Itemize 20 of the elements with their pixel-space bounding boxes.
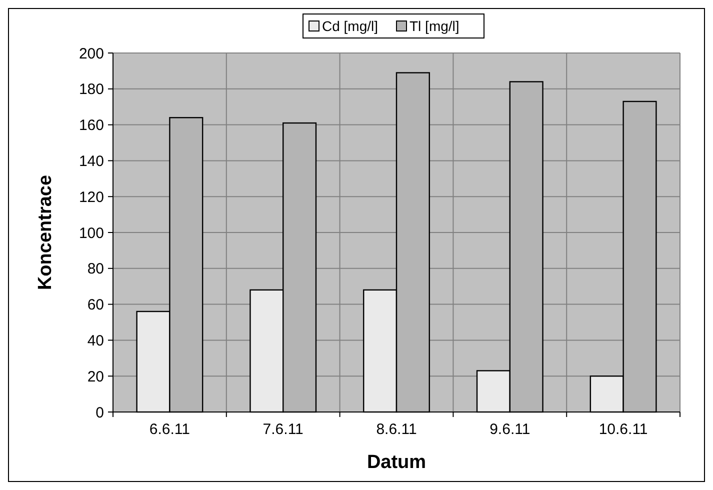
y-tick-label: 60 (87, 296, 104, 314)
x-tick-label: 8.6.11 (376, 421, 417, 438)
y-tick-label: 40 (87, 332, 104, 350)
y-tick-label: 80 (87, 260, 104, 278)
y-tick-label: 160 (78, 117, 104, 134)
x-tick-label: 10.6.11 (598, 421, 648, 438)
x-axis-title: Datum (366, 452, 426, 473)
legend-label: Cd [mg/l] (322, 18, 378, 34)
y-tick-label: 100 (78, 224, 104, 242)
y-axis-title: Koncentrace (35, 174, 56, 290)
y-tick-label: 140 (78, 152, 104, 170)
x-tick-label: 7.6.11 (262, 421, 304, 438)
y-tick-label: 0 (96, 404, 104, 422)
y-tick-label: 120 (78, 188, 104, 206)
x-tick-label: 9.6.11 (490, 421, 530, 438)
y-tick-label: 20 (87, 368, 104, 386)
y-tick-label: 200 (78, 45, 104, 62)
y-tick-label: 180 (78, 81, 104, 98)
legend-label: Tl [mg/l] (410, 18, 460, 34)
x-tick-label: 6.6.11 (149, 421, 190, 438)
